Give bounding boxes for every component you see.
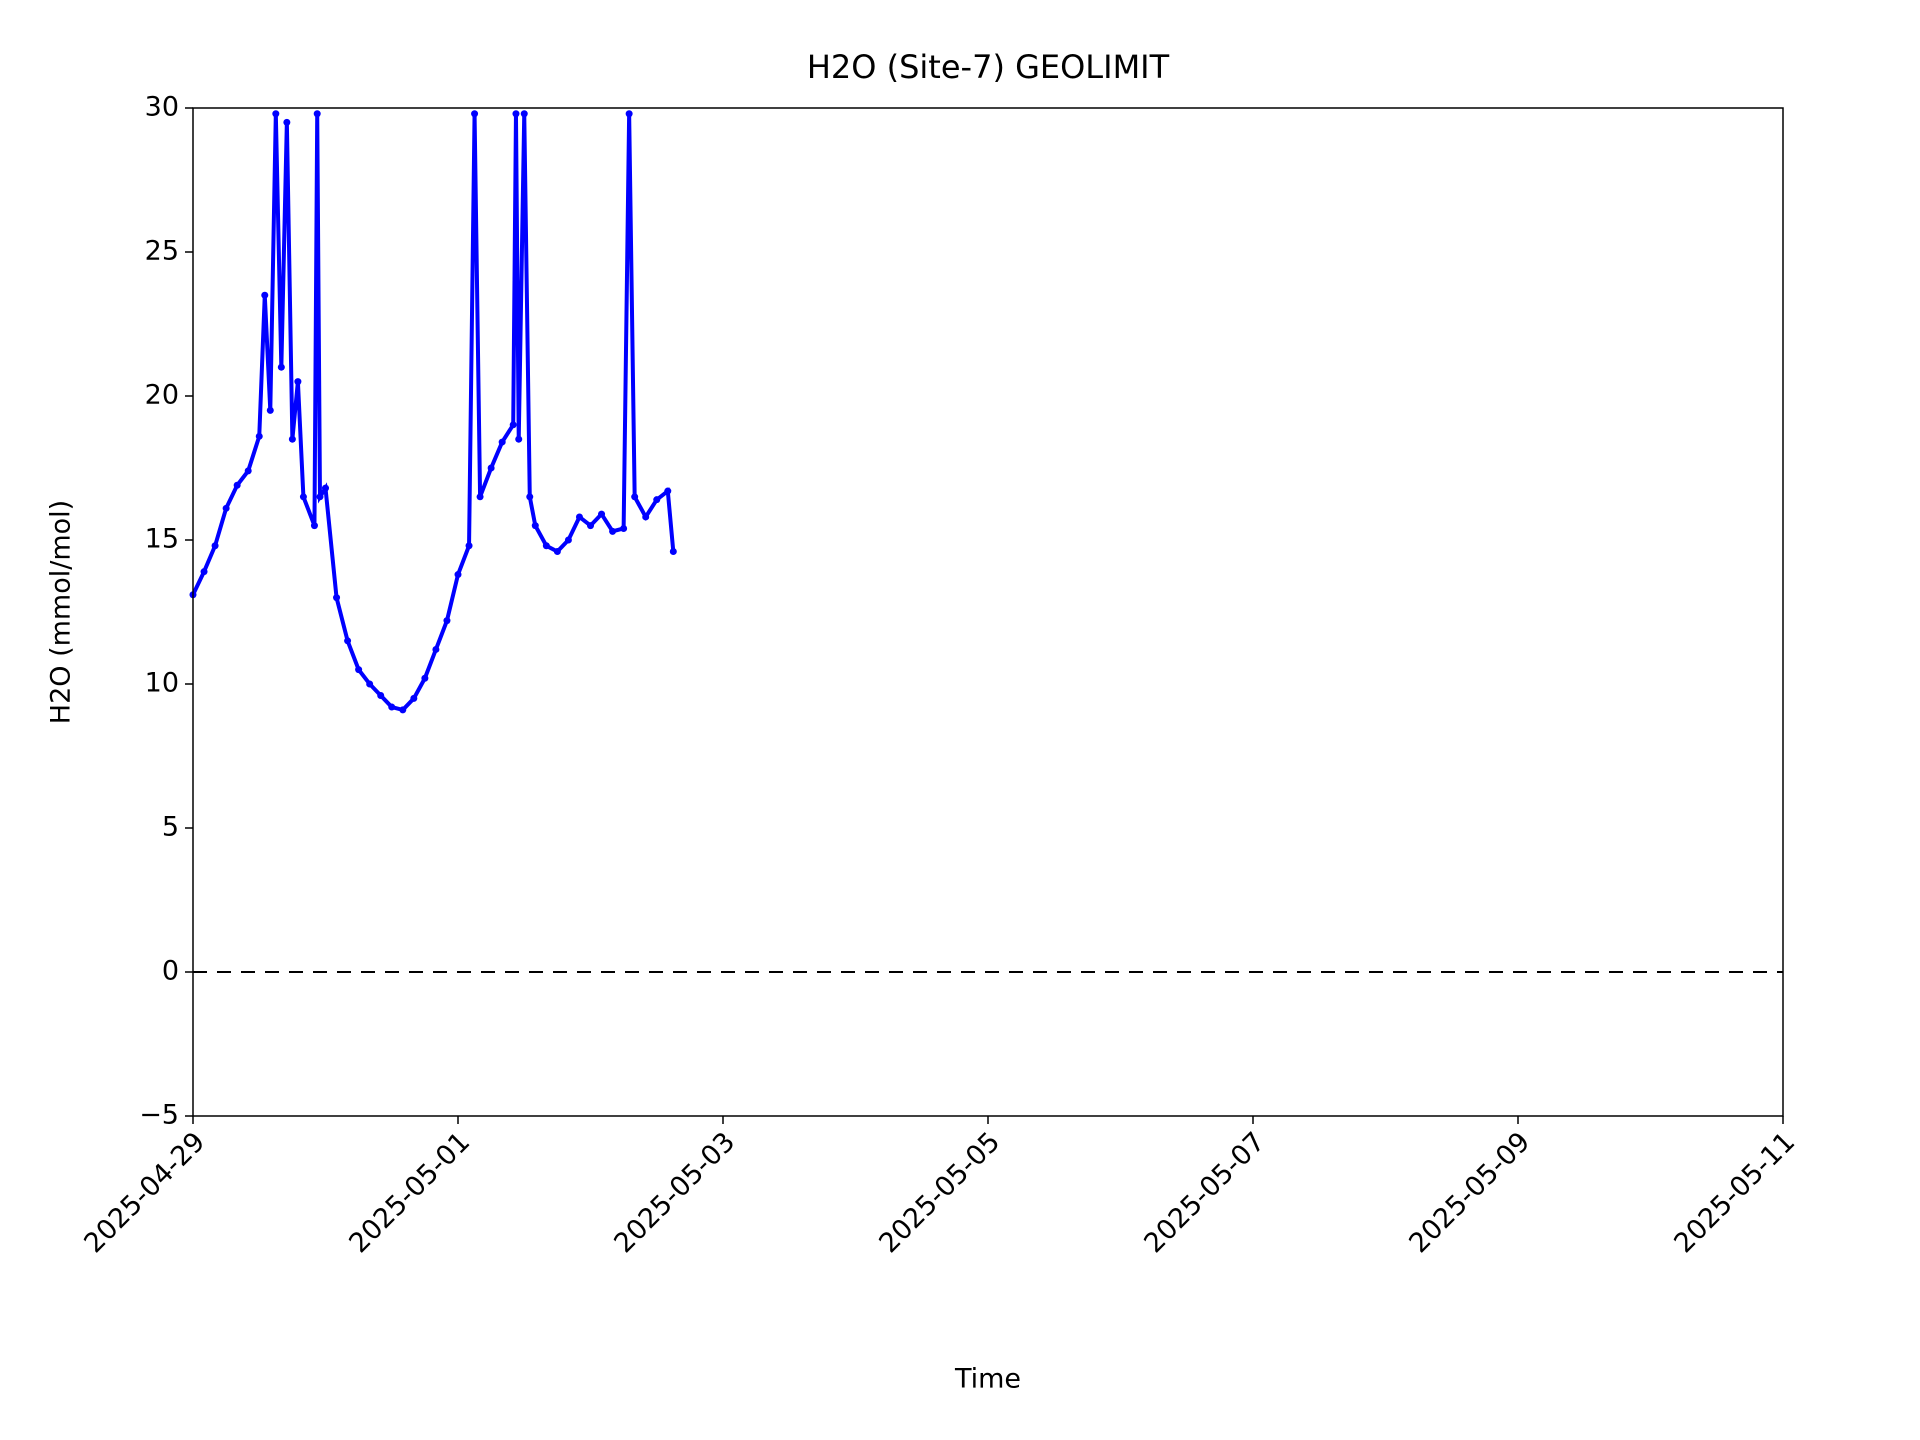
point: [344, 637, 352, 645]
y-tick-label: 30: [145, 92, 179, 123]
point: [664, 487, 672, 495]
point: [509, 421, 517, 429]
point: [542, 542, 550, 550]
x-tick-label: 2025-05-03: [608, 1126, 741, 1259]
point: [272, 110, 280, 118]
y-tick-label: 0: [162, 956, 179, 987]
plot-frame: [192, 107, 1784, 1117]
point: [520, 110, 528, 118]
point: [609, 527, 617, 535]
point: [316, 493, 324, 501]
point: [388, 703, 396, 711]
point: [200, 568, 208, 576]
point: [299, 493, 307, 501]
y-tick-label: 20: [145, 380, 179, 411]
y-tick-label: 10: [145, 668, 179, 699]
point: [465, 542, 473, 550]
point: [244, 467, 252, 475]
x-tick-label: 2025-05-01: [343, 1126, 476, 1259]
point: [377, 692, 385, 700]
x-axis-label: Time: [954, 1364, 1021, 1395]
x-tick-label: 2025-05-11: [1668, 1126, 1801, 1259]
y-tick-label: 15: [145, 524, 179, 555]
point: [631, 493, 639, 501]
point: [587, 522, 594, 530]
y-tick-label: −5: [139, 1100, 179, 1131]
point: [283, 118, 291, 126]
series-line: [191, 113, 676, 713]
point: [322, 484, 329, 492]
point: [261, 291, 269, 299]
point: [553, 548, 561, 556]
chart-title: H2O (Site-7) GEOLIMIT: [807, 48, 1170, 86]
point: [313, 110, 321, 118]
point: [333, 594, 341, 602]
point: [531, 522, 539, 530]
point: [222, 504, 230, 512]
x-tick-label: 2025-05-09: [1403, 1126, 1536, 1259]
point: [399, 706, 407, 714]
point: [642, 513, 650, 521]
point: [454, 571, 462, 579]
point: [487, 464, 495, 472]
point: [669, 548, 677, 556]
point: [421, 674, 429, 682]
y-axis-label: H2O (mmol/mol): [46, 500, 77, 724]
point: [266, 406, 274, 414]
point: [294, 378, 302, 386]
point: [620, 524, 628, 532]
point: [515, 435, 523, 443]
point: [498, 438, 506, 446]
point: [410, 694, 418, 702]
point: [476, 493, 484, 501]
point: [366, 680, 374, 688]
point: [625, 110, 633, 118]
point: [310, 522, 318, 530]
point: [277, 363, 285, 371]
x-tick-label: 2025-05-05: [873, 1126, 1006, 1259]
point: [233, 481, 241, 489]
x-tick-label: 2025-04-29: [78, 1126, 211, 1259]
point: [526, 493, 534, 501]
y-tick-label: 5: [162, 812, 179, 843]
point: [564, 536, 572, 544]
point: [255, 432, 263, 440]
point: [598, 510, 606, 518]
point: [443, 617, 451, 625]
point: [512, 110, 520, 118]
point: [288, 435, 296, 443]
y-tick-label: 25: [145, 236, 179, 267]
point: [653, 496, 661, 504]
x-tick-label: 2025-05-07: [1138, 1126, 1271, 1259]
point: [471, 110, 479, 118]
point: [211, 542, 219, 550]
point: [355, 666, 363, 674]
point: [575, 513, 583, 521]
point: [432, 645, 440, 653]
